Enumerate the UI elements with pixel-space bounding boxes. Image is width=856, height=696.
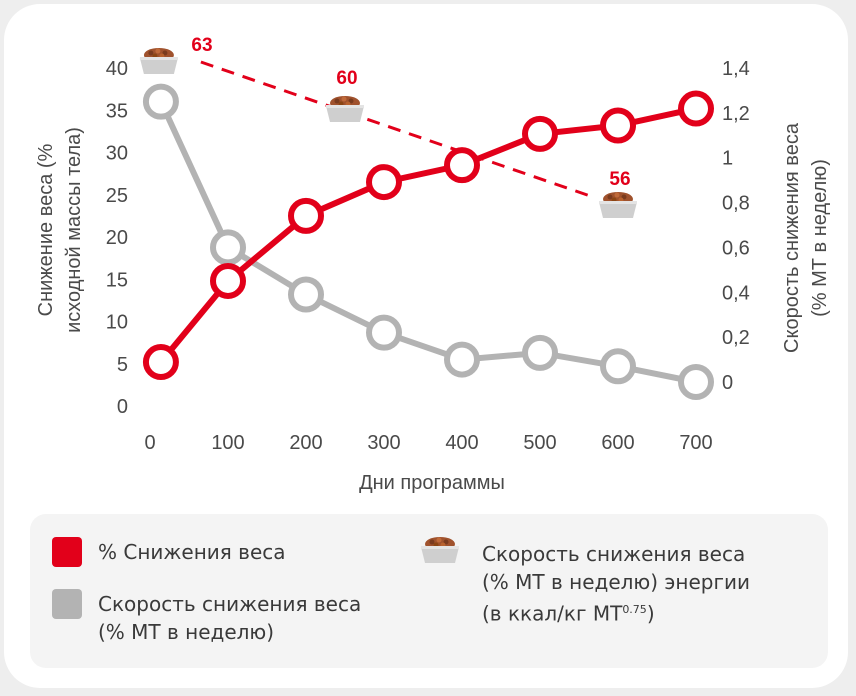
x-tick-label: 0: [144, 432, 155, 454]
rate-point: [210, 229, 246, 266]
legend-energy-unit: (в ккал/кг МТ: [482, 601, 623, 626]
legend-energy-label-line3: (в ккал/кг МТ0.75): [482, 596, 750, 628]
y-right-axis-title: (% МТ в неделю): [809, 159, 831, 317]
y-right-tick-label: 0,4: [722, 282, 750, 304]
legend-item-energy: Скорость снижения веса (% МТ в неделю) э…: [418, 537, 750, 628]
y-right-tick-label: 1,2: [722, 103, 750, 125]
y-right-tick-label: 0,6: [722, 237, 750, 259]
food-bowl-icon: [418, 532, 462, 566]
rate-swatch: [52, 589, 82, 619]
y-left-tick-label: 0: [117, 396, 128, 418]
weight-loss-point: [522, 115, 558, 152]
weight-loss-point: [366, 164, 402, 201]
legend-energy-label-line2: (% МТ в неделю) энергии: [482, 570, 750, 594]
legend-rate-label-line2: (% МТ в неделю): [98, 620, 275, 644]
weight-loss-point: [678, 90, 714, 127]
legend: % Снижения веса Скорость снижения веса (…: [30, 514, 828, 668]
y-left-tick-label: 15: [106, 269, 128, 291]
legend-energy-label-line1: Скорость снижения веса: [482, 542, 746, 566]
food-bowl-icon: [599, 192, 637, 218]
x-axis-title: Дни программы: [359, 472, 505, 494]
y-left-tick-label: 10: [106, 312, 128, 334]
y-left-tick-label: 5: [117, 354, 128, 376]
rate-point: [678, 364, 714, 400]
energy-dashed-line: [200, 60, 597, 200]
legend-energy-close: ): [646, 601, 655, 626]
food-bowl-icon: [139, 48, 178, 74]
y-left-tick-label: 20: [106, 227, 128, 249]
y-left-axis-title: Снижение веса (%: [35, 143, 57, 316]
y-right-axis-title: Скорость снижения веса: [781, 122, 803, 353]
y-right-tick-label: 0: [722, 372, 733, 394]
y-left-tick-label: 40: [106, 58, 128, 80]
rate-point: [142, 83, 179, 120]
weight-loss-point: [210, 262, 246, 299]
y-right-tick-label: 0,8: [722, 193, 750, 215]
x-tick-label: 200: [289, 432, 322, 454]
y-right-tick-label: 1: [722, 148, 733, 170]
legend-energy-exponent: 0.75: [622, 603, 647, 616]
y-right-tick-label: 0,2: [722, 327, 750, 349]
weight-loss-point: [600, 107, 636, 144]
y-left-tick-label: 25: [106, 185, 128, 207]
legend-rate-label-line1: Скорость снижения веса: [98, 592, 362, 616]
y-right-tick-label: 1,4: [722, 58, 750, 80]
rate-point: [600, 348, 636, 385]
y-left-tick-label: 35: [106, 100, 128, 122]
weight-loss-swatch: [52, 537, 82, 567]
energy-value-label: 60: [336, 68, 357, 89]
food-bowl-icon: [326, 96, 364, 122]
energy-value-label: 56: [609, 169, 630, 190]
rate-point: [522, 334, 558, 371]
rate-point: [444, 341, 480, 378]
x-tick-label: 500: [523, 432, 556, 454]
x-tick-label: 400: [445, 432, 478, 454]
rate-point: [366, 314, 402, 351]
y-left-tick-label: 30: [106, 143, 128, 165]
legend-item-weight-loss: % Снижения веса: [52, 537, 286, 567]
x-tick-label: 600: [601, 432, 634, 454]
rate-point: [288, 276, 324, 313]
legend-item-rate: Скорость снижения веса (% МТ в неделю): [52, 589, 362, 646]
legend-weight-loss-label: % Снижения веса: [98, 540, 286, 564]
y-left-axis-title: исходной массы тела): [63, 127, 85, 333]
weight-loss-point: [288, 197, 324, 234]
weight-loss-point: [444, 147, 480, 184]
x-tick-label: 100: [211, 432, 244, 454]
weight-loss-point: [142, 344, 179, 381]
x-tick-label: 700: [679, 432, 712, 454]
energy-value-label: 63: [191, 35, 212, 56]
x-tick-label: 300: [367, 432, 400, 454]
line-chart: 0 100 200 300 400 500 600 700051015202530354000…: [35, 35, 831, 494]
